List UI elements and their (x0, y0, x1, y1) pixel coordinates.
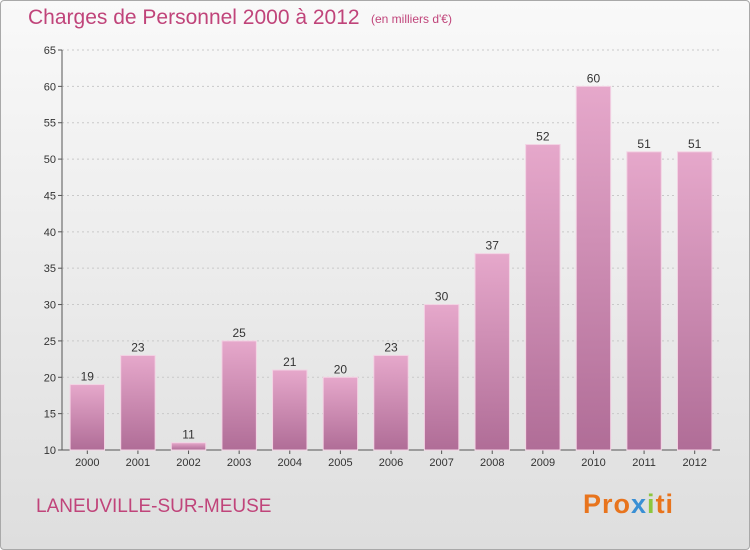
y-tick-label: 40 (44, 227, 56, 239)
value-label-2011: 51 (637, 137, 651, 151)
bar-2001 (120, 354, 156, 451)
y-tick-label: 65 (44, 45, 56, 57)
bar-2010 (575, 85, 612, 451)
value-label-2008: 37 (486, 239, 500, 253)
bar-2004 (272, 369, 308, 451)
city-name: LANEUVILLE-SUR-MEUSE (36, 496, 272, 517)
value-label-2012: 51 (688, 137, 702, 151)
x-tick-label-2011: 2011 (632, 457, 656, 469)
y-tick-label: 10 (44, 445, 56, 457)
y-tick-label: 55 (44, 118, 56, 130)
proxiti-logo[interactable]: Proxiti (583, 489, 674, 520)
chart-title: Charges de Personnel 2000 à 2012 (28, 6, 360, 29)
value-label-2002: 11 (182, 428, 195, 442)
chart-subtitle: (en milliers d'€) (371, 12, 452, 26)
value-label-2006: 23 (384, 340, 398, 354)
x-tick-label-2012: 2012 (682, 457, 706, 469)
y-tick-label: 30 (44, 300, 56, 312)
x-tick-label-2009: 2009 (531, 457, 555, 469)
value-label-2010: 60 (587, 71, 601, 85)
x-tick-label-2001: 2001 (126, 457, 150, 469)
y-tick-label: 60 (44, 81, 56, 93)
value-label-2007: 30 (435, 290, 449, 304)
bar-2003 (221, 340, 257, 451)
bars (69, 85, 713, 451)
bar-2011 (626, 151, 662, 451)
value-label-2009: 52 (536, 130, 550, 144)
bar-2012 (676, 151, 713, 451)
bar-2006 (373, 354, 409, 451)
x-tick-label-2006: 2006 (379, 457, 403, 469)
y-tick-label: 50 (44, 154, 56, 166)
x-tick-label-2008: 2008 (480, 457, 504, 469)
y-tick-label: 45 (44, 190, 56, 202)
x-tick-label-2005: 2005 (328, 457, 352, 469)
y-tick-label: 15 (44, 409, 56, 421)
bar-2009 (525, 144, 561, 451)
value-label-2005: 20 (334, 362, 348, 376)
labels: 19 23 11 25 21 20 23 30 37 52 60 51 51 (81, 71, 702, 441)
bar-2007 (423, 304, 460, 451)
x-tick-label-2010: 2010 (581, 457, 605, 469)
bar-2005 (322, 376, 359, 451)
value-label-2004: 21 (283, 355, 297, 369)
value-label-2001: 23 (131, 340, 145, 354)
x-tick-label-2002: 2002 (176, 457, 200, 469)
x-tick-label-2003: 2003 (227, 457, 251, 469)
bar-2000 (69, 384, 106, 451)
bar-2008 (474, 253, 510, 451)
y-tick-label: 20 (44, 372, 56, 384)
logo-part-4: ti (655, 489, 675, 519)
y-tick-label: 35 (44, 263, 56, 275)
x-tick-label-2000: 2000 (75, 457, 99, 469)
x-tick-label-2004: 2004 (278, 457, 302, 469)
x-tick-label-2007: 2007 (429, 457, 453, 469)
y-tick-label: 25 (44, 336, 56, 348)
logo-part-3: i (647, 489, 656, 519)
axes: 10 15 20 25 30 35 40 45 50 55 60 65 2000 2001 2002 2003… (44, 45, 720, 469)
value-label-2003: 25 (232, 326, 246, 340)
logo-part-2: x (631, 489, 648, 519)
value-label-2000: 19 (81, 370, 95, 384)
logo-part-1: Pro (583, 489, 632, 519)
bar-2002 (170, 442, 207, 451)
